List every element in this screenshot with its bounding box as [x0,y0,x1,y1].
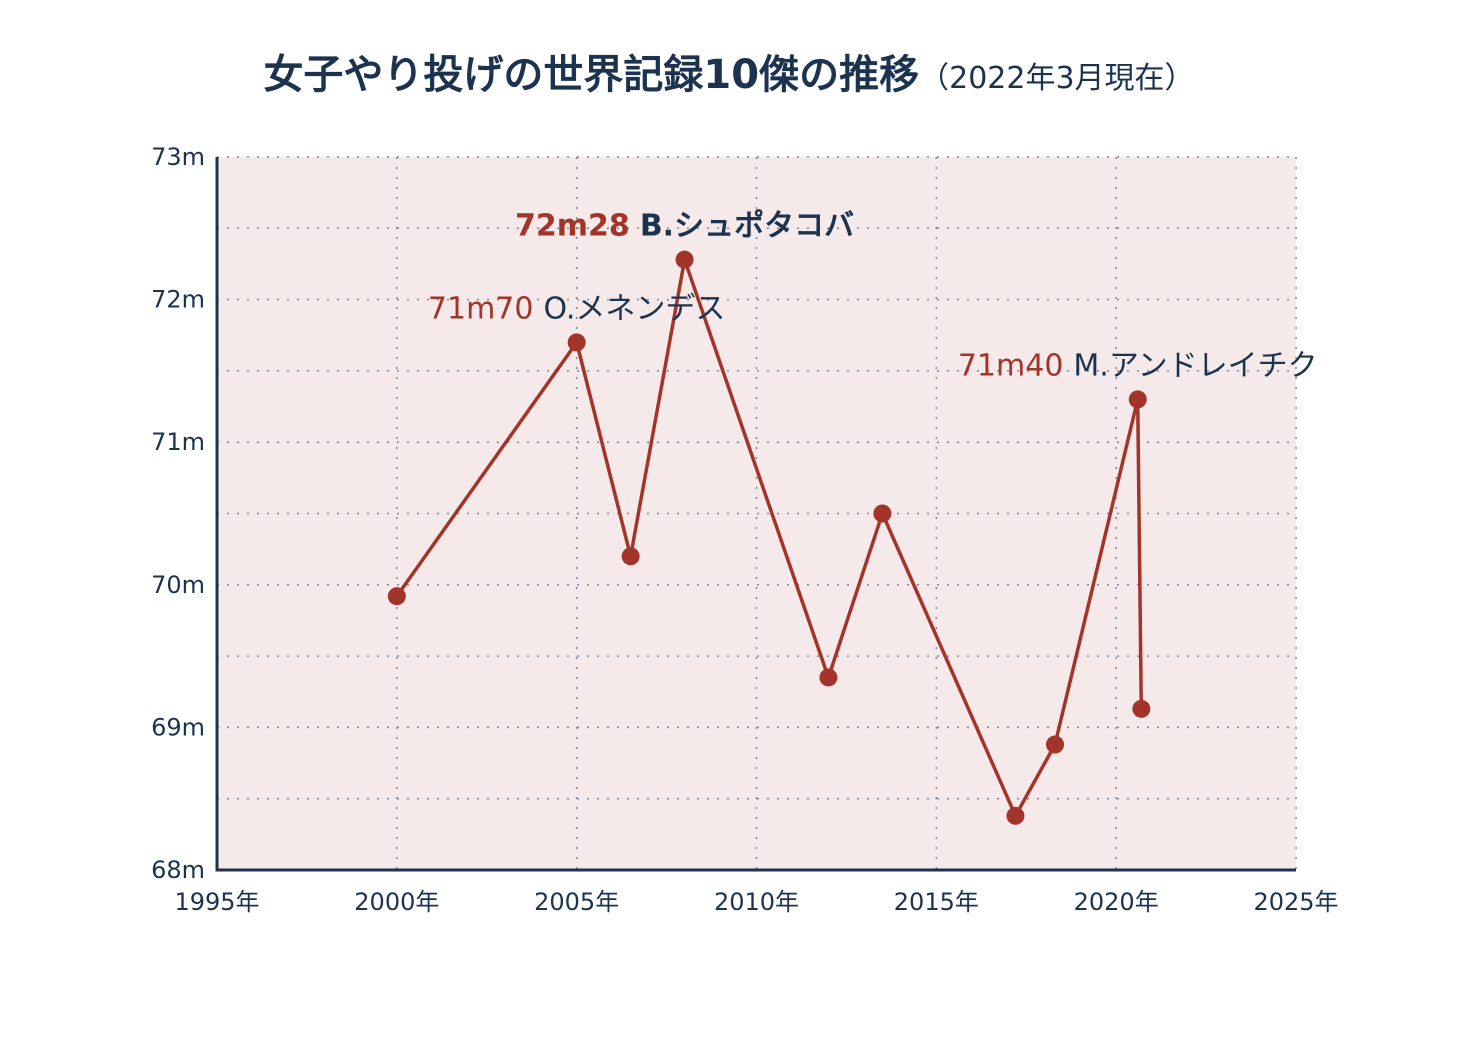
annotation-name: B.シュポタコバ [640,209,854,244]
y-tick-label: 70m [151,571,205,599]
data-annotation: 71m40 M.アンドレイチク [958,348,1318,383]
series-line [395,257,1144,818]
data-point [1128,390,1147,409]
data-point [387,587,406,606]
x-tick-label: 2020年 [1074,888,1159,916]
annotations: 71m70 O.メネンデス 72m28 B.シュポタコバ 71m40 M.アンドレイチク [428,209,1318,384]
y-tick-label: 73m [151,143,205,171]
y-tick-label: 71m [151,428,205,456]
data-annotation: 71m70 O.メネンデス [428,291,726,326]
data-annotation: 72m28 B.シュポタコバ [515,209,854,244]
y-tick-label: 72m [151,286,205,314]
data-point [1046,735,1065,754]
data-point [819,668,838,687]
plot-background [217,157,1296,870]
annotation-value: 71m40 [958,348,1064,383]
y-tick-label: 69m [151,713,205,741]
annotation-name: M.アンドレイチク [1073,348,1317,383]
annotation-name: O.メネンデス [543,291,725,326]
x-tick-label: 2000年 [354,888,439,916]
y-tick-labels: 68m 69m 70m 71m 72m 73m [151,143,205,884]
y-tick-label: 68m [151,856,205,884]
data-point [1006,806,1025,825]
x-tick-label: 1995年 [174,888,259,916]
chart-title: 女子やり投げの世界記録10傑の推移（2022年3月現在） [263,52,1194,98]
data-point [1132,699,1151,718]
data-point [567,333,586,352]
annotation-value: 71m70 [428,291,534,326]
data-point [675,250,694,269]
chart-title-main: 女子やり投げの世界記録10傑の推移 [263,52,919,98]
data-point [621,547,640,566]
series [387,250,1151,825]
x-tick-label: 2010年 [714,888,799,916]
annotation-value: 72m28 [515,209,630,244]
x-tick-label: 2015年 [894,888,979,916]
x-tick-labels: 1995年 2000年 2005年 2010年 2015年 2020年 2025年 [174,888,1338,916]
chart-title-sub: （2022年3月現在） [919,61,1194,96]
axes [215,157,1296,872]
x-tick-label: 2025年 [1253,888,1338,916]
x-tick-label: 2005年 [534,888,619,916]
data-point [873,504,892,523]
